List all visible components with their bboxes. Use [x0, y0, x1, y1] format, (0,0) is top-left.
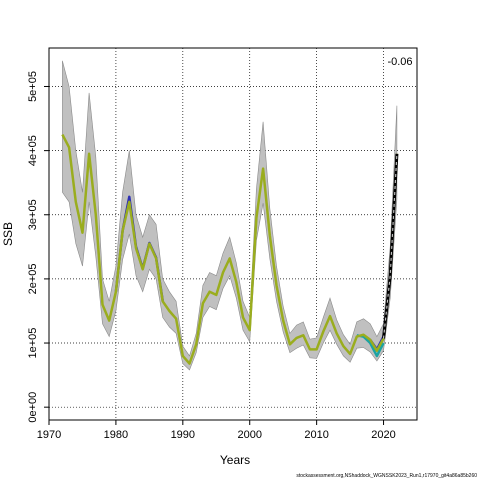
y-tick-label: 2e+05	[27, 263, 39, 294]
y-tick-label: 0e+00	[27, 392, 39, 423]
x-axis-title: Years	[220, 453, 250, 467]
x-tick-label: 2000	[237, 429, 261, 441]
retro-rho-annotation: -0.06	[387, 56, 412, 68]
y-tick-label: 1e+05	[27, 328, 39, 359]
x-tick-label: 1990	[171, 429, 195, 441]
series-lines	[61, 134, 399, 365]
y-tick-label: 5e+05	[27, 71, 39, 102]
ssb-confidence-band	[62, 60, 398, 371]
footer-source: stockassessment.org,NShaddock_WGNSSK2023…	[296, 473, 477, 479]
ssb-estimate-line	[61, 134, 399, 365]
x-tick-label: 1980	[104, 429, 128, 441]
y-axis-title: SSB	[1, 222, 15, 246]
x-axis: 1970 1980 1990 2000 2010 2020	[37, 420, 396, 441]
y-tick-label: 3e+05	[27, 199, 39, 230]
confidence-band	[62, 60, 398, 371]
plot-frame	[48, 47, 418, 421]
y-tick-label: 4e+05	[27, 135, 39, 166]
x-tick-label: 2010	[304, 429, 328, 441]
x-tick-label: 2020	[371, 429, 395, 441]
ssb-projection-dash	[382, 153, 398, 339]
x-tick-label: 1970	[37, 429, 61, 441]
y-axis: 0e+00 1e+05 2e+05 3e+05 4e+05 5e+05	[27, 71, 49, 423]
